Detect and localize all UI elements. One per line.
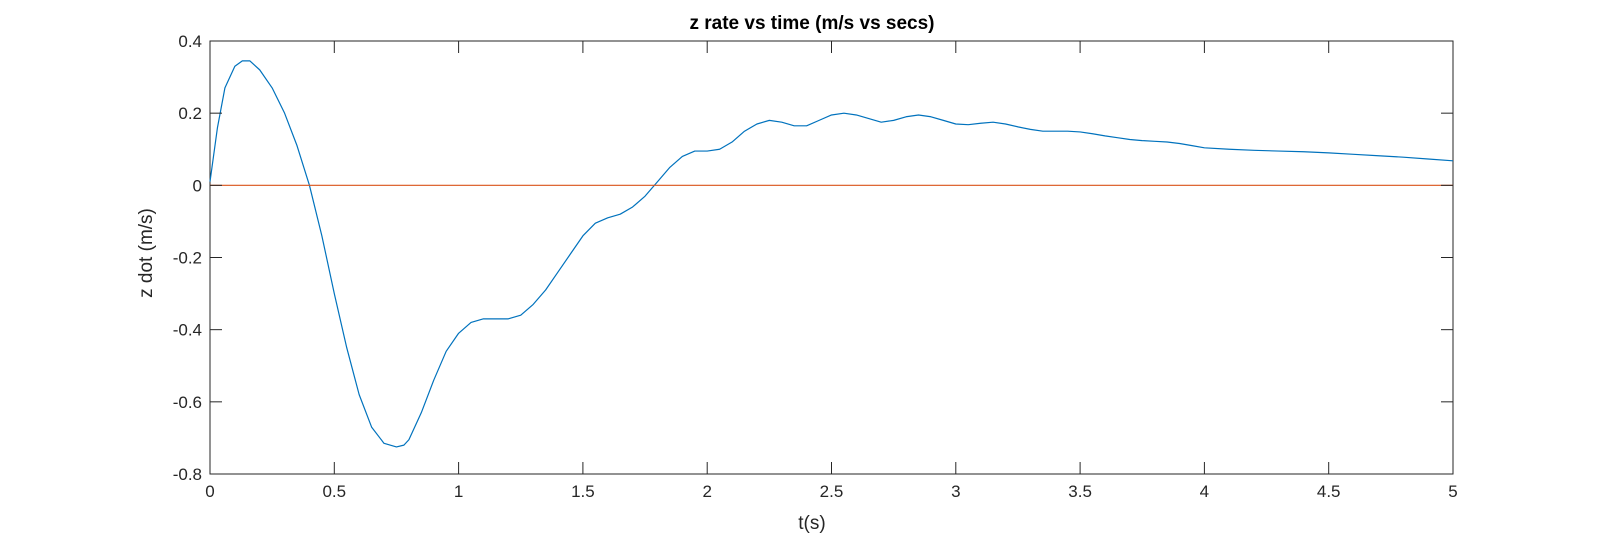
y-tick-label: 0.2 [178, 104, 202, 123]
y-tick-label: -0.4 [173, 321, 202, 340]
x-tick-label: 1 [454, 482, 463, 501]
y-tick-label: -0.2 [173, 249, 202, 268]
x-tick-label: 0 [205, 482, 214, 501]
x-tick-label: 0.5 [322, 482, 346, 501]
x-axis-label: t(s) [798, 513, 825, 534]
x-tick-label: 2.5 [820, 482, 844, 501]
x-tick-label: 3.5 [1068, 482, 1092, 501]
x-tick-label: 4 [1200, 482, 1209, 501]
x-tick-label: 4.5 [1317, 482, 1341, 501]
x-tick-label: 3 [951, 482, 960, 501]
y-tick-label: 0.4 [178, 32, 202, 51]
x-tick-label: 2 [702, 482, 711, 501]
series-line-1 [209, 60, 1454, 448]
y-tick-label: -0.6 [173, 393, 202, 412]
x-tick-label: 1.5 [571, 482, 595, 501]
x-tick-label: 5 [1448, 482, 1457, 501]
y-tick-label: -0.8 [173, 465, 202, 484]
y-axis-label: z dot (m/s) [136, 208, 157, 298]
plot-area: 0 0.5 1 1.5 2 2.5 3 3.5 4 4.5 5 -0.8 -0.6 -0.4 -0.2 0 0.… [173, 32, 1458, 501]
chart-title: z rate vs time (m/s vs secs) [689, 13, 934, 34]
y-tick-label: 0 [193, 176, 202, 195]
axes-box [209, 40, 1454, 475]
